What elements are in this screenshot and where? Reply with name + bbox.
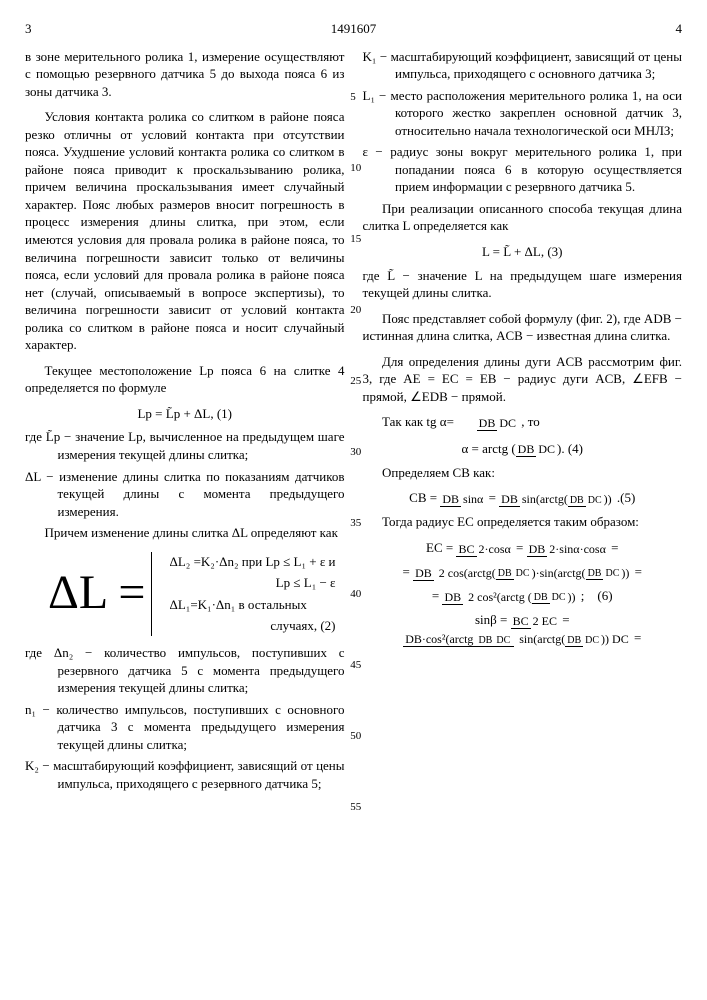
def-n1-text: количество импульсов, поступивших с осно… <box>56 702 344 752</box>
def-Lp-text: значение Lр, вычисленное на предыдущем ш… <box>58 429 345 462</box>
para-4: Причем изменение длины слитка ΔL определ… <box>25 524 345 542</box>
formula-5: CB = DBsinα = DBsin(arctg(DBDC)) .(5) <box>363 489 683 507</box>
page-header: 3 1491607 4 <box>25 20 682 38</box>
def-L1-label: L₁ − <box>363 88 387 103</box>
ln-30: 30 <box>350 445 361 460</box>
formula-2: ΔL = ΔL₂ =K₂·Δn₂ при Lр ≤ L₁ + ε и Lр ≤ … <box>25 550 345 638</box>
def-K2-label: K₂ − <box>25 758 50 773</box>
formula-6-line2: = DB 2 cos(arctg(DBDC)·sin(arctg(DBDC)) … <box>363 563 683 581</box>
para-8: Для определения длины дуги ACB рассмотри… <box>363 353 683 406</box>
def-n1-label: n₁ − <box>25 702 50 717</box>
patent-number: 1491607 <box>222 20 485 38</box>
formula-4: α = arctg (DBDC). (4) <box>363 440 683 458</box>
def-dn2-label: где Δn₂ − <box>25 645 92 660</box>
formula-sinbeta: sinβ = BC2 EC = DB·cos²(arctg DBDC sin(a… <box>363 611 683 647</box>
f2-line-c: ΔL₁=K₁·Δn₁ в остальных <box>168 595 336 615</box>
para-1: в зоне мерительного ролика 1, измерение … <box>25 48 345 101</box>
formula-3: L = L̃ + ΔL, (3) <box>363 243 683 261</box>
def-Lp: где L̃р − значение Lр, вычисленное на пр… <box>25 428 345 463</box>
para-3: Текущее местоположение Lр пояса 6 на сли… <box>25 362 345 397</box>
def-K1-text: масштабирующий коэффициент, зависящий от… <box>391 49 682 82</box>
ln-5: 5 <box>350 90 356 105</box>
para-2: Условия контакта ролика со слитком в рай… <box>25 108 345 354</box>
def-K1-label: K₁ − <box>363 49 388 64</box>
ln-20: 20 <box>350 303 361 318</box>
def-dn2-text: количество импульсов, поступивших с резе… <box>58 645 345 695</box>
f2-line-b: Lр ≤ L₁ − ε <box>168 573 336 593</box>
def-eps: ε − радиус зоны вокруг мерительного роли… <box>363 143 683 196</box>
def-dL-text: изменение длины слитка по показаниям дат… <box>58 469 345 519</box>
p9-post: , то <box>521 414 540 429</box>
para-7: Пояс представляет собой формулу (фиг. 2)… <box>363 310 683 345</box>
f2-line-a: ΔL₂ =K₂·Δn₂ при Lр ≤ L₁ + ε и <box>168 552 336 572</box>
para-5: При реализации описанного способа текуща… <box>363 200 683 235</box>
def-n1: n₁ − количество импульсов, поступивших с… <box>25 701 345 754</box>
def-dL-label: ΔL − <box>25 469 54 484</box>
left-column: в зоне мерительного ролика 1, измерение … <box>25 48 345 797</box>
f2-line-d: случаях, (2) <box>168 616 336 636</box>
para-10: Определяем CB как: <box>363 464 683 482</box>
ln-15: 15 <box>350 232 361 247</box>
ln-50: 50 <box>350 729 361 744</box>
def-eps-label: ε − <box>363 144 383 159</box>
ln-25: 25 <box>350 374 361 389</box>
def-eps-text: радиус зоны вокруг мерительного ролика 1… <box>390 144 682 194</box>
para-6: где L̃ − значение L на предыдущем шаге и… <box>363 267 683 302</box>
para-11: Тогда радиус EC определяется таким образ… <box>363 513 683 531</box>
page-number-left: 3 <box>25 20 222 38</box>
def-K2: K₂ − масштабирующий коэффициент, зависящ… <box>25 757 345 792</box>
para-9: Так как tg α= DBDC , то <box>363 413 683 431</box>
def-Lp-label: где L̃р − <box>25 429 71 444</box>
formula-6-line3: = DB 2 cos²(arctg (DBDC)) ; (6) <box>363 587 683 605</box>
page-number-right: 4 <box>485 20 682 38</box>
right-column: K₁ − масштабирующий коэффициент, зависящ… <box>363 48 683 797</box>
def-K1: K₁ − масштабирующий коэффициент, зависящ… <box>363 48 683 83</box>
ln-55: 55 <box>350 800 361 815</box>
formula-6-line1: EC = BC2·cosα = DB2·sinα·cosα = <box>363 539 683 557</box>
def-L1-text: место расположения мерительного ролика 1… <box>390 88 682 138</box>
ln-10: 10 <box>350 161 361 176</box>
def-dL: ΔL − изменение длины слитка по показания… <box>25 468 345 521</box>
def-L1: L₁ − место расположения мерительного рол… <box>363 87 683 140</box>
ln-45: 45 <box>350 658 361 673</box>
formula-1: Lр = L̃р + ΔL, (1) <box>25 405 345 423</box>
ln-35: 35 <box>350 516 361 531</box>
p9-pre: Так как tg α= <box>382 414 454 429</box>
def-dn2: где Δn₂ − количество импульсов, поступив… <box>25 644 345 697</box>
def-K2-text: масштабирующий коэффициент, зависящий от… <box>53 758 344 791</box>
ln-40: 40 <box>350 587 361 602</box>
